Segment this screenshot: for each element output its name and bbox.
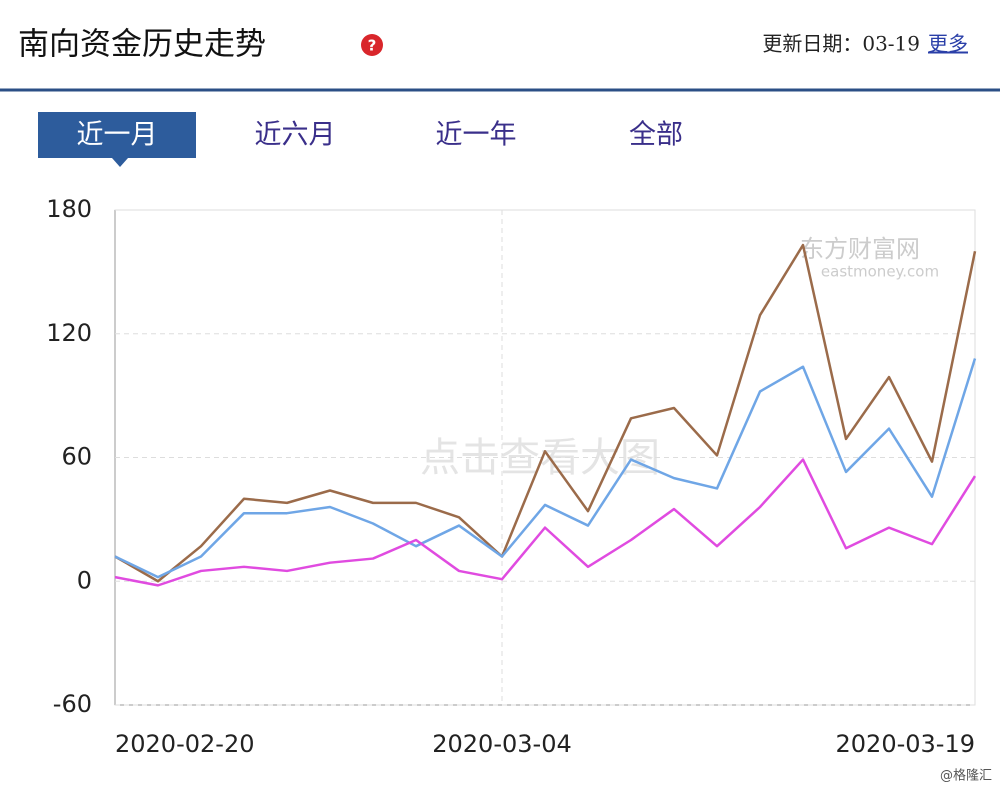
watermark-credit: @格隆汇	[940, 768, 992, 784]
active-tab-pointer	[112, 158, 128, 167]
series-line	[114, 243, 977, 583]
more-link[interactable]: 更多	[928, 32, 968, 56]
y-tick-label: 180	[46, 195, 92, 223]
x-tick-label: 2020-03-19	[836, 730, 975, 758]
update-date: 更新日期：03-19	[762, 32, 920, 56]
x-tick-label: 2020-03-04	[432, 730, 571, 758]
watermark-brand: 东方财富网	[800, 235, 920, 263]
help-icon[interactable]	[361, 34, 383, 56]
help-icon-glyph: ?	[368, 37, 377, 55]
tab[interactable]: 近一年	[436, 120, 517, 151]
y-tick-label: 0	[77, 566, 92, 594]
y-tick-label: -60	[53, 690, 92, 718]
watermark-site: eastmoney.com	[821, 263, 939, 281]
active-tab-bg	[38, 112, 196, 158]
tab[interactable]: 全部	[629, 120, 683, 151]
tab[interactable]: 近一月	[77, 120, 158, 151]
y-tick-label: 120	[46, 319, 92, 347]
series-line	[114, 458, 977, 587]
series-line	[114, 358, 977, 579]
widget-title: 南向资金历史走势	[18, 27, 266, 63]
y-tick-label: 60	[61, 443, 92, 471]
tab[interactable]: 近六月	[255, 120, 336, 151]
x-tick-label: 2020-02-20	[115, 730, 254, 758]
